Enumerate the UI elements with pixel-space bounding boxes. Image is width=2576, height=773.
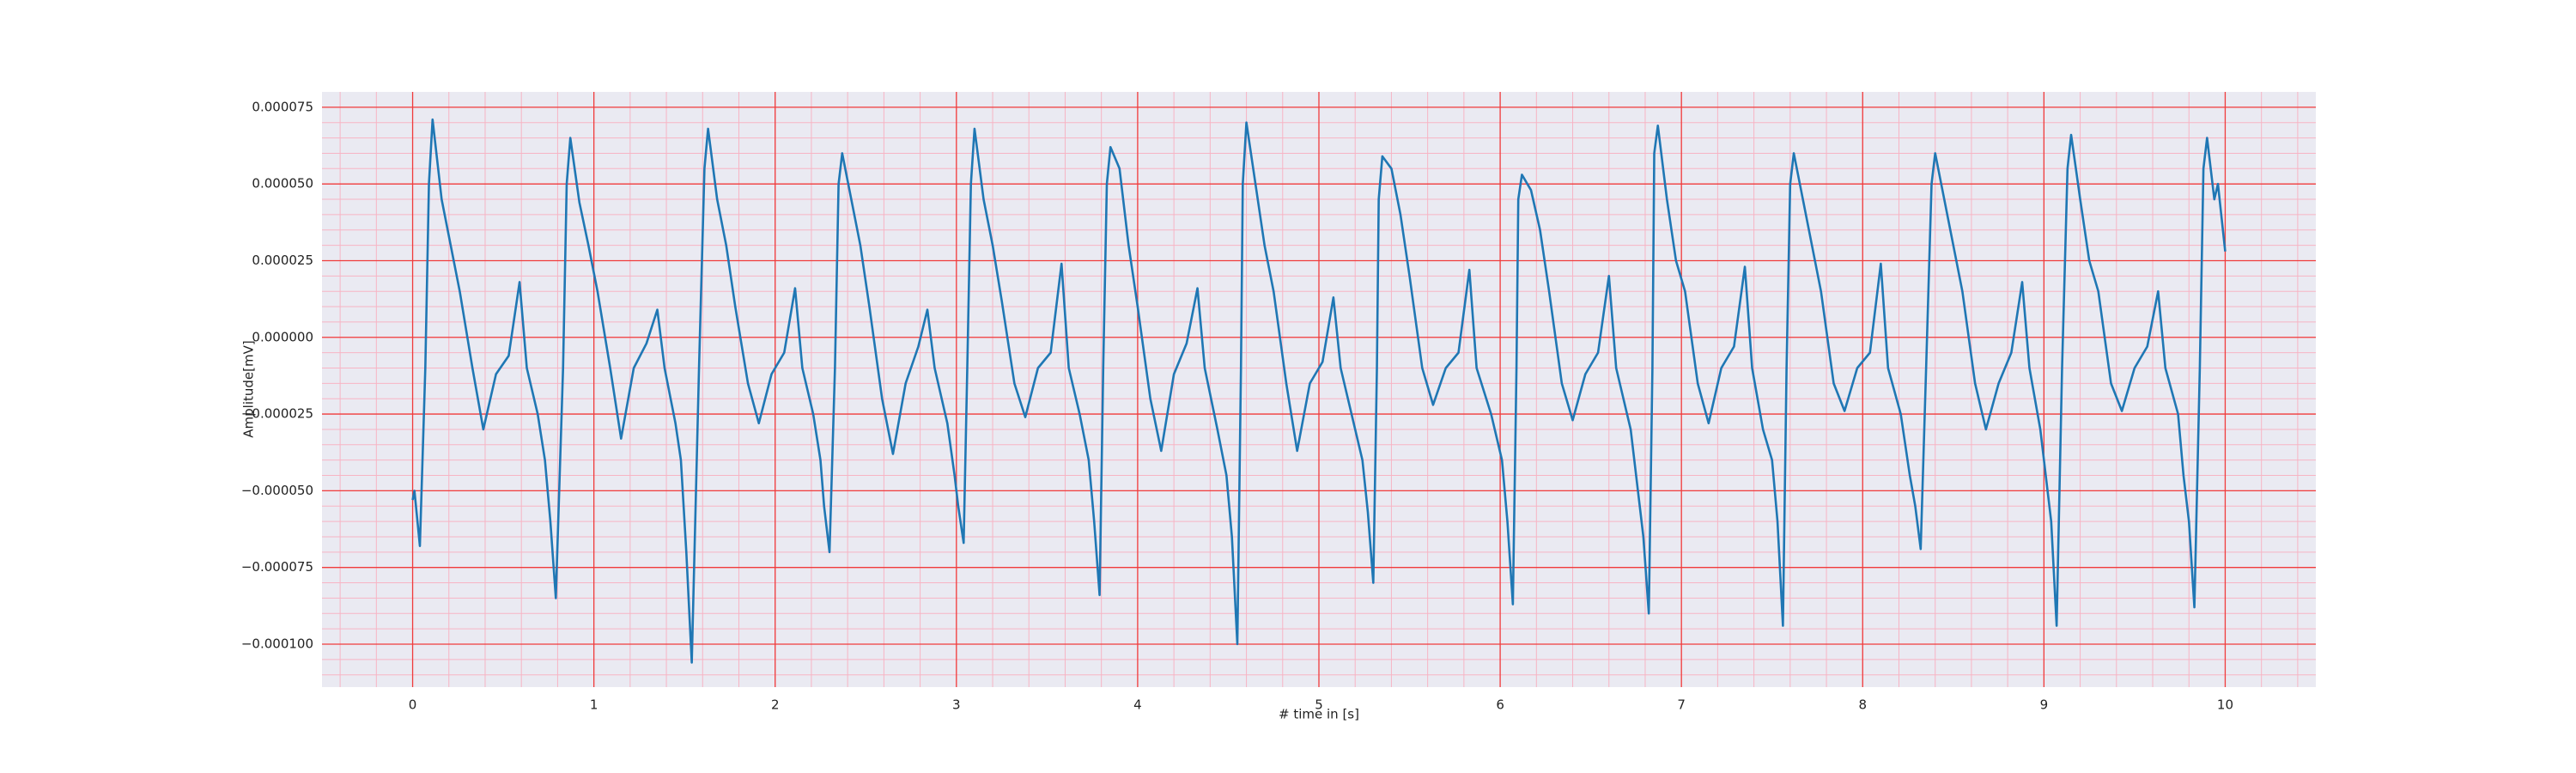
y-tick-label: 0.000075: [252, 99, 313, 114]
x-tick-label: 5: [1315, 697, 1323, 713]
y-axis-label: Amplitude[mV]: [241, 340, 257, 437]
y-tick-label: 0.000050: [252, 176, 313, 192]
x-axis-label: # time in [s]: [1279, 707, 1359, 722]
x-tick-label: 6: [1496, 697, 1504, 713]
x-tick-label: 7: [1677, 697, 1686, 713]
x-tick-label: 10: [2217, 697, 2233, 713]
x-tick-label: 3: [952, 697, 961, 713]
x-tick-label: 4: [1133, 697, 1142, 713]
y-tick-label: 0.000000: [252, 329, 313, 344]
y-tick-label: −0.000050: [241, 483, 313, 498]
x-tick-label: 0: [409, 697, 417, 713]
signal-line: [411, 118, 2227, 664]
y-tick-label: −0.000075: [241, 559, 313, 575]
y-tick-label: −0.000025: [241, 406, 313, 422]
x-tick-label: 8: [1858, 697, 1867, 713]
y-tick-label: −0.000100: [241, 636, 313, 651]
x-tick-label: 2: [771, 697, 780, 713]
x-tick-label: 9: [2040, 697, 2049, 713]
y-tick-label: 0.000025: [252, 253, 313, 268]
x-tick-label: 1: [590, 697, 598, 713]
